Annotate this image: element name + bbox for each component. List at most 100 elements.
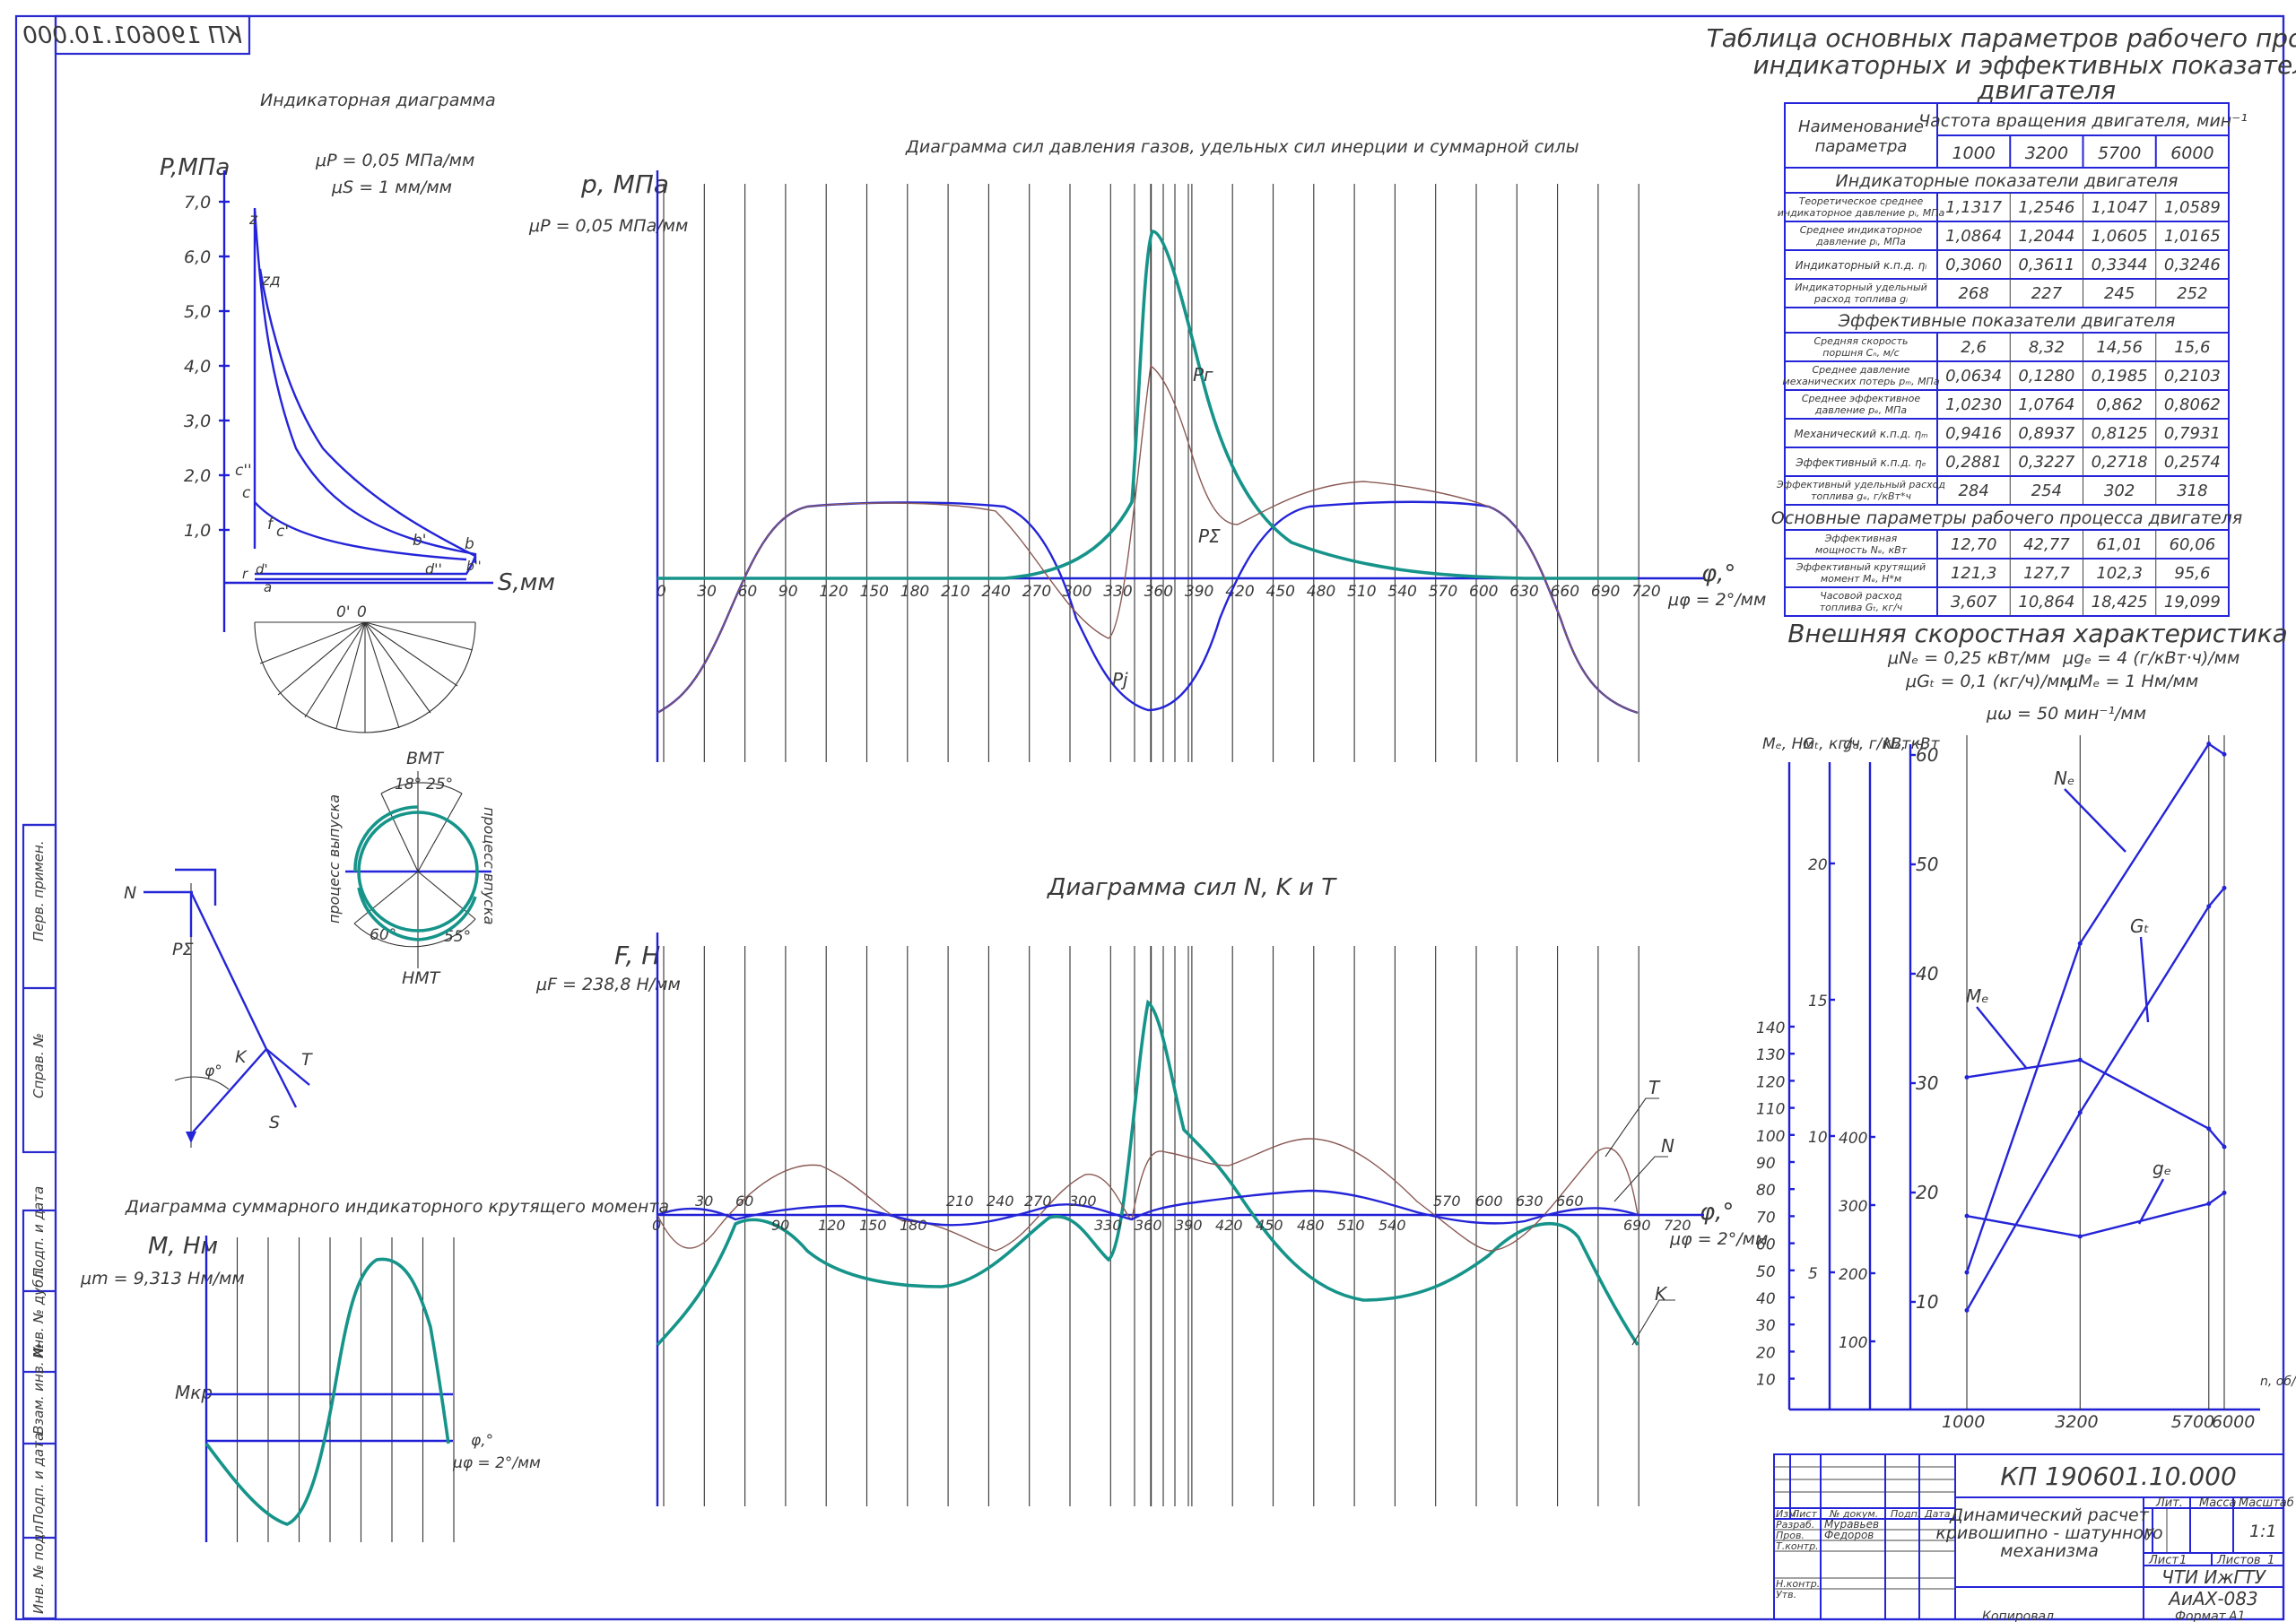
ext-ax-ne: Nₑ, кВт	[1883, 735, 1941, 753]
tb-scale: Масштаб	[2239, 1496, 2294, 1510]
torque-x-axis-label: φ,°	[471, 1432, 493, 1450]
torque-mu-phi: μφ = 2°/мм	[452, 1454, 541, 1472]
th-name: Наименование	[1798, 117, 1924, 136]
table-cell: 0,1985	[2092, 367, 2148, 386]
th-speed: 5700	[2098, 143, 2141, 163]
table-cell: 227	[2031, 284, 2063, 303]
ext-leader	[1976, 1006, 2028, 1070]
x-tick-label: 630	[1509, 583, 1538, 601]
ext-characteristic: Внешняя скоростная характеристика μNₑ = …	[1756, 619, 2296, 1432]
x-tick-label: 420	[1215, 1217, 1243, 1234]
table-cell: 127,7	[2023, 564, 2070, 583]
me-tick: 120	[1756, 1073, 1785, 1091]
x-tick-label: 720	[1664, 1217, 1692, 1234]
table-cell: 1,1047	[2092, 198, 2149, 217]
ext-ax-gt: Gₜ, кг/ч	[1803, 735, 1860, 753]
x-tick-label: 210	[941, 583, 970, 601]
ext-point	[2222, 1144, 2227, 1149]
ext-x-tick: 5700	[2171, 1412, 2214, 1432]
th-speed: 6000	[2170, 143, 2213, 163]
x-tick-label: 180	[900, 1217, 927, 1234]
x-tick-label: 390	[1175, 1217, 1203, 1234]
table-cell: 61,01	[2096, 535, 2143, 554]
table-cell: 252	[2177, 284, 2207, 303]
table-cell: 60,06	[2170, 535, 2216, 554]
pressure-x-axis-label: φ,°	[1701, 560, 1735, 587]
indicator-mu-s: μS = 1 мм/мм	[331, 178, 452, 197]
table-cell: 1,0864	[1945, 227, 2002, 246]
x-tick-label: 330	[1094, 1217, 1122, 1234]
x-tick-label: 270	[1024, 1193, 1052, 1210]
indicator-y-ticks: 7,0 6,0 5,0 4,0 3,0 2,0 1,0	[184, 193, 230, 541]
mech-n-label: N	[124, 883, 136, 903]
ext-x-axis-label: n, об/мин	[2260, 1375, 2296, 1389]
tb-lit-val: у	[2144, 1523, 2155, 1541]
table-row-name: индикаторное давление pᵢ, МПа	[1778, 207, 1945, 219]
ext-x-tick: 1000	[1942, 1412, 1985, 1432]
x-tick-label: 540	[1378, 1217, 1406, 1234]
ext-point	[1964, 1270, 1970, 1275]
tb-code: КП 190601.10.000	[2000, 1462, 2237, 1491]
table-title-1: Таблица основных параметров рабочего про…	[1707, 23, 2296, 53]
me-tick: 140	[1756, 1019, 1785, 1037]
me-tick: 110	[1756, 1101, 1785, 1119]
tb-org1: ЧТИ ИжГТУ	[2161, 1566, 2267, 1588]
tb-checker: Федоров	[1824, 1529, 1874, 1541]
timing-right: процесс впуска	[481, 807, 498, 924]
timing-top: ВМТ	[406, 749, 444, 768]
table-cell: 10,864	[2018, 593, 2074, 612]
ext-mu2: μgₑ = 4 (г/кВт·ч)/мм	[2062, 648, 2239, 668]
point-label: a	[264, 579, 272, 595]
table-row-name: топлива Gₜ, кг/ч	[1820, 602, 1903, 613]
table-row-name: расход топлива gᵢ	[1813, 293, 1908, 305]
side-label: Взам. инв. №	[30, 1343, 47, 1435]
table-cell: 268	[1958, 284, 1988, 303]
point-label: 0	[357, 603, 367, 621]
mech-k-label: K	[235, 1047, 248, 1067]
tb-col: Подп.	[1891, 1508, 1920, 1520]
x-tick-label: 360	[1144, 583, 1173, 601]
table-cell: 2,6	[1961, 338, 1987, 357]
table-cell: 0,9416	[1945, 424, 2002, 443]
ext-leader	[2137, 1178, 2165, 1225]
tb-role: Н.контр.	[1776, 1578, 1820, 1590]
pg-label: Pг	[1193, 364, 1213, 386]
ext-x-tick: 3200	[2055, 1412, 2098, 1432]
table-row-name: Средняя скорость	[1813, 335, 1908, 347]
tb-sheet-no: 1	[2179, 1554, 2187, 1567]
ext-mu4: μMₑ = 1 Нм/мм	[2066, 672, 2198, 691]
me-tick: 30	[1756, 1317, 1776, 1335]
indicator-title: Индикаторная диаграмма	[260, 91, 496, 110]
table-row-name: Среднее давление	[1813, 364, 1910, 376]
torque-diagram: Диаграмма суммарного индикаторного крутя…	[80, 1197, 669, 1542]
x-tick-label: 180	[900, 583, 929, 601]
table-cell: 12,70	[1951, 535, 1997, 554]
tb-col: Изм.	[1776, 1508, 1799, 1520]
table-row-name: Индикаторный к.п.д. ηᵢ	[1796, 259, 1927, 272]
tb-sheets-no: 1	[2267, 1554, 2274, 1567]
tb-sheet: Лист	[2148, 1554, 2179, 1567]
ge-tick: 200	[1839, 1266, 1867, 1284]
ext-point	[2077, 1057, 2083, 1063]
ext-point	[2222, 751, 2227, 757]
ext-leader	[2064, 788, 2126, 853]
table-cell: 0,2718	[2092, 453, 2148, 472]
pressure-mu: μP = 0,05 МПа/мм	[528, 216, 688, 236]
forces-title: Диаграмма сил N, K и T	[1047, 874, 1337, 901]
th-speed: 1000	[1952, 143, 1995, 163]
table-cell: 95,6	[2174, 564, 2210, 583]
me-tick: 50	[1756, 1263, 1776, 1281]
ext-point	[2206, 1201, 2212, 1206]
k-label: K	[1655, 1283, 1668, 1305]
x-tick-label: 120	[819, 583, 848, 601]
forces-grid	[663, 946, 1639, 1506]
ext-point	[2206, 1126, 2212, 1132]
pressure-y-axis-label: p, МПа	[580, 169, 669, 199]
ext-ax-ge: gₑ, г/кВт·ч	[1843, 735, 1925, 753]
table-row-name: механических потерь pₘ, МПа	[1782, 376, 1939, 387]
ext-curve-label: gₑ	[2152, 1158, 2171, 1179]
pressure-grid: 0 30 60 90 120 150 180 210 240 270 300 330 360 390 420…	[657, 184, 1661, 762]
table-row-name: Эффективный удельный расход	[1776, 479, 1945, 490]
ge-tick: 300	[1839, 1198, 1867, 1216]
mech-phi-label: φ°	[204, 1063, 222, 1080]
